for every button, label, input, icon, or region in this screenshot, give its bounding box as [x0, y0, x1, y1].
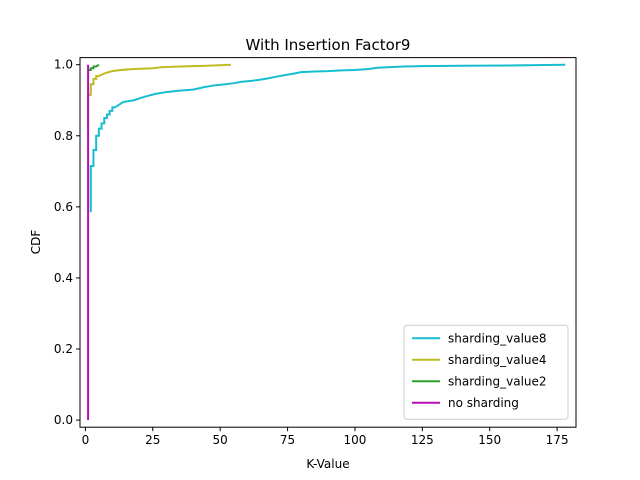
x-tick-label: 175 [546, 433, 569, 447]
y-axis-label: CDF [29, 230, 43, 255]
legend-box [403, 324, 569, 420]
x-tick-label: 50 [213, 433, 228, 447]
x-tick-label: 25 [145, 433, 160, 447]
chart-title: With Insertion Factor9 [246, 36, 411, 54]
series-line-sharding-value2 [88, 63, 100, 72]
y-tick-label: 0.4 [54, 271, 73, 285]
series-line-sharding-value8 [89, 63, 566, 213]
plot-area [87, 63, 566, 421]
legend-label-sharding-value8: sharding_value8 [448, 332, 547, 346]
series-line-sharding-value4 [87, 63, 232, 126]
legend-label-sharding-value4: sharding_value4 [448, 353, 547, 367]
x-tick-label: 125 [411, 433, 434, 447]
y-tick-label: 0.2 [54, 342, 73, 356]
legend-label-sharding-value2: sharding_value2 [448, 375, 547, 389]
x-tick-label: 75 [280, 433, 295, 447]
legend-label-no-sharding: no sharding [448, 396, 519, 410]
y-axis: 0.0 0.2 0.4 0.6 0.8 1.0 [54, 58, 80, 427]
y-tick-label: 1.0 [54, 58, 73, 72]
x-tick-label: 150 [478, 433, 501, 447]
y-tick-label: 0.0 [54, 413, 73, 427]
legend: sharding_value8 sharding_value4 sharding_v… [403, 324, 569, 420]
y-tick-label: 0.6 [54, 200, 73, 214]
x-tick-label: 100 [344, 433, 367, 447]
x-axis-label: K-Value [306, 457, 349, 471]
axes-frame [79, 57, 577, 428]
y-tick-label: 0.8 [54, 129, 73, 143]
x-axis: 0 25 50 75 100 125 150 175 [82, 427, 569, 447]
x-tick-label: 0 [82, 433, 90, 447]
